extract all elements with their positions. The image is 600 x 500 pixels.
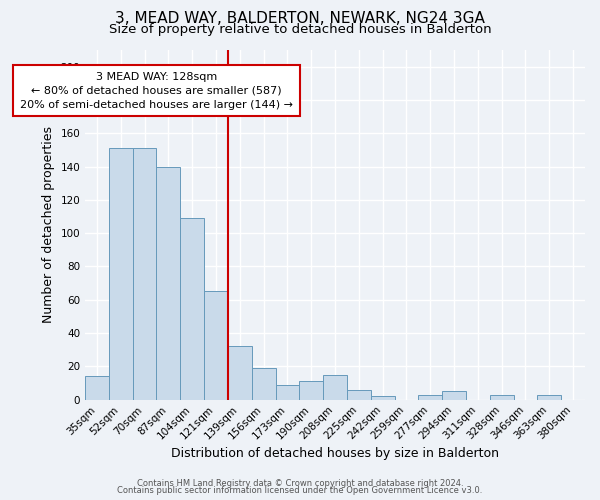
- Bar: [323, 374, 347, 400]
- Bar: [299, 382, 323, 400]
- Y-axis label: Number of detached properties: Number of detached properties: [42, 126, 55, 324]
- Bar: [109, 148, 133, 400]
- Bar: [347, 390, 371, 400]
- Bar: [418, 394, 442, 400]
- Bar: [204, 292, 228, 400]
- Bar: [133, 148, 157, 400]
- Text: 3 MEAD WAY: 128sqm
← 80% of detached houses are smaller (587)
20% of semi-detach: 3 MEAD WAY: 128sqm ← 80% of detached hou…: [20, 72, 293, 110]
- Bar: [157, 166, 180, 400]
- Bar: [180, 218, 204, 400]
- Text: Contains public sector information licensed under the Open Government Licence v3: Contains public sector information licen…: [118, 486, 482, 495]
- Bar: [228, 346, 252, 400]
- Text: Size of property relative to detached houses in Balderton: Size of property relative to detached ho…: [109, 22, 491, 36]
- X-axis label: Distribution of detached houses by size in Balderton: Distribution of detached houses by size …: [171, 447, 499, 460]
- Bar: [371, 396, 395, 400]
- Bar: [85, 376, 109, 400]
- Bar: [538, 394, 561, 400]
- Text: 3, MEAD WAY, BALDERTON, NEWARK, NG24 3GA: 3, MEAD WAY, BALDERTON, NEWARK, NG24 3GA: [115, 11, 485, 26]
- Bar: [442, 392, 466, 400]
- Bar: [490, 394, 514, 400]
- Bar: [275, 384, 299, 400]
- Text: Contains HM Land Registry data © Crown copyright and database right 2024.: Contains HM Land Registry data © Crown c…: [137, 478, 463, 488]
- Bar: [252, 368, 275, 400]
